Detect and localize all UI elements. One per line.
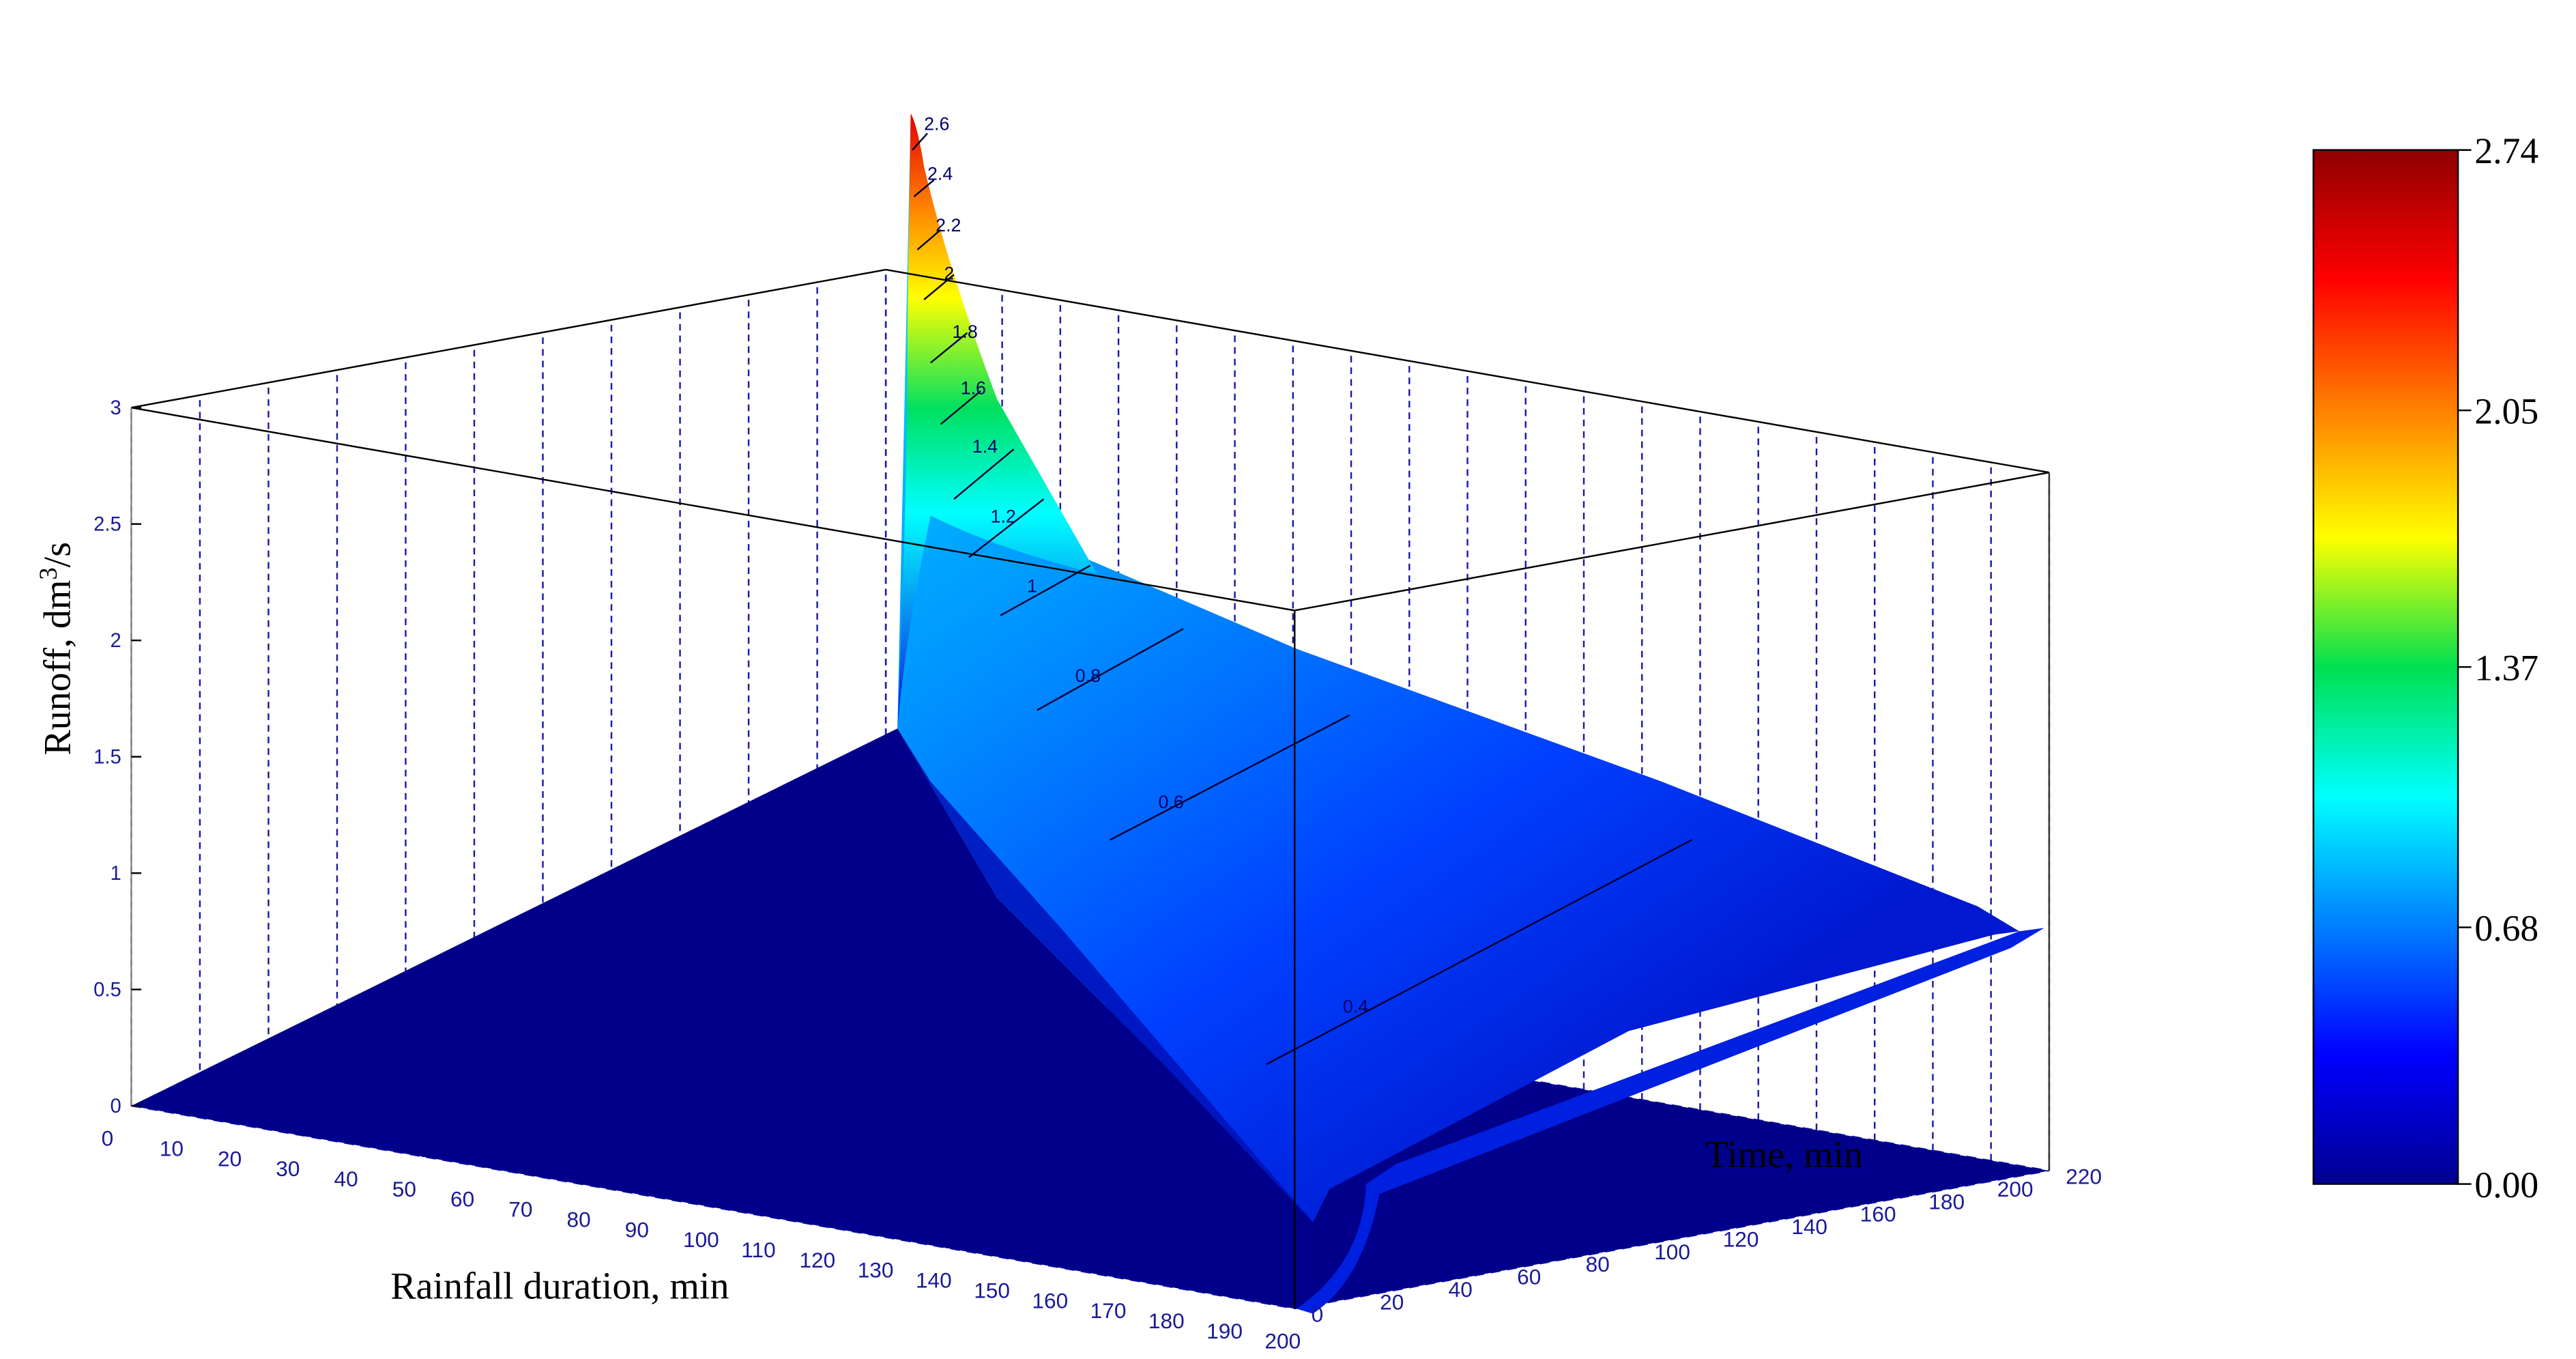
contour-line-2.6: [912, 132, 928, 151]
colorbar-tick-label: 0.00: [2474, 1164, 2538, 1205]
colorbar-ticks: 2.74 2.05 1.37 0.68 0.00: [2458, 130, 2538, 1205]
z-tick-label: 2.5: [93, 513, 121, 535]
contour-lines: 0.4 0.6 0.8 1 1.2 1.4 1.6 1.8 2 2.2 2.4 2.6: [912, 114, 1692, 1065]
contour-label: 0.6: [1159, 792, 1184, 812]
contour-label: 1.8: [953, 321, 978, 342]
contour-line-0.6: [1110, 714, 1350, 841]
y-tick-label: 120: [1723, 1227, 1759, 1251]
y-tick-label: 160: [1860, 1202, 1896, 1227]
contour-label: 1: [1027, 576, 1037, 597]
y-axis-label: Time, min: [1705, 1134, 1863, 1176]
surface-front-shadow: [131, 728, 1314, 1309]
surface-peak-ridge: [897, 113, 1097, 729]
x-tick-label: 30: [276, 1156, 300, 1181]
colorbar-tick-label: 0.68: [2474, 908, 2538, 949]
x-tick-label: 80: [567, 1207, 591, 1231]
frame-edge: [1294, 472, 2050, 612]
x-tick-label: 100: [683, 1227, 719, 1252]
contour-line-0.4: [1266, 839, 1692, 1065]
y-tick-label: 140: [1791, 1214, 1827, 1239]
x-tick-label: 130: [858, 1258, 894, 1283]
contour-line-1.8: [930, 332, 968, 364]
y-tick-label: 100: [1654, 1240, 1690, 1264]
contour-line-1.2: [968, 498, 1045, 558]
y-tick-label: 220: [2066, 1164, 2102, 1189]
x-tick-label: 160: [1032, 1288, 1068, 1313]
contour-label: 0.4: [1343, 997, 1368, 1017]
x-tick-label: 170: [1090, 1298, 1127, 1323]
frame-edge: [131, 268, 886, 409]
x-tick-label: 60: [450, 1187, 474, 1212]
contour-line-2.4: [913, 179, 935, 197]
colorbar-tick-label: 2.74: [2474, 130, 2538, 171]
frame-edge: [131, 407, 1295, 612]
x-tick-label: 150: [974, 1278, 1010, 1302]
y-tick-label: 0: [1312, 1302, 1324, 1327]
colorbar-scale: [2312, 149, 2459, 1185]
z-tick-label: 0.5: [93, 979, 121, 1001]
contour-line-1.6: [940, 390, 981, 425]
frame-edge: [885, 268, 2050, 474]
contour-line-2: [923, 274, 955, 300]
surface-slope: [897, 113, 2020, 1222]
contour-line-1.4: [953, 448, 1015, 500]
x-tick-label: 40: [334, 1167, 358, 1191]
x-tick-label: 140: [916, 1268, 952, 1293]
x-tick-label: 10: [160, 1136, 184, 1160]
z-tick-label: 1: [111, 863, 121, 885]
contour-label: 2.4: [927, 164, 953, 184]
x-tick-label: 70: [508, 1197, 532, 1222]
x-tick-label: 190: [1206, 1319, 1243, 1343]
x-tick-label: 180: [1148, 1308, 1185, 1333]
contour-label: 1.2: [991, 506, 1016, 526]
y-tick-label: 80: [1586, 1252, 1610, 1276]
colorbar-tick-label: 2.05: [2474, 391, 2538, 432]
contour-line-1: [1000, 564, 1091, 616]
contour-label: 0.8: [1075, 666, 1101, 686]
x-tick-label: 90: [625, 1217, 649, 1242]
contour-line-2.2: [916, 229, 942, 251]
contour-label: 2.6: [924, 114, 949, 134]
colorbar: 2.74 2.05 1.37 0.68 0.00: [2312, 130, 2538, 1205]
x-tick-label: 120: [799, 1248, 835, 1272]
runoff-surface: [131, 113, 2049, 1314]
x-tick-label: 200: [1264, 1329, 1301, 1354]
z-tick-label: 1.5: [93, 746, 121, 768]
x-tick-label: 110: [741, 1238, 775, 1262]
x-tick-label: 20: [218, 1146, 242, 1171]
z-tick-label: 0: [111, 1096, 121, 1117]
tick-labels: 00.511.522.530 10 20 30 40 50 60 70 80 90 100 110 12…: [93, 397, 2102, 1354]
x-axis-label: Rainfall duration, min: [390, 1265, 729, 1308]
z-tick-label: 3: [111, 397, 121, 419]
x-tick-label: 50: [392, 1177, 416, 1201]
contour-label: 2: [944, 263, 954, 284]
y-tick-label: 200: [1997, 1177, 2034, 1201]
y-tick-label: 40: [1449, 1277, 1473, 1302]
z-axis-label: Runoff, dm3/s: [34, 542, 78, 756]
y-tick-label: 20: [1380, 1289, 1404, 1314]
contour-label: 1.6: [961, 378, 986, 399]
contour-label: 2.2: [936, 215, 961, 235]
y-tick-label: 180: [1928, 1189, 1965, 1214]
contour-line-0.8: [1037, 628, 1184, 711]
z-tick-label: 2: [111, 630, 121, 652]
contour-label: 1.4: [972, 436, 998, 457]
colorbar-tick-label: 1.37: [2474, 648, 2538, 689]
x-tick-label: 0: [102, 1126, 114, 1151]
y-tick-label: 60: [1517, 1265, 1541, 1289]
